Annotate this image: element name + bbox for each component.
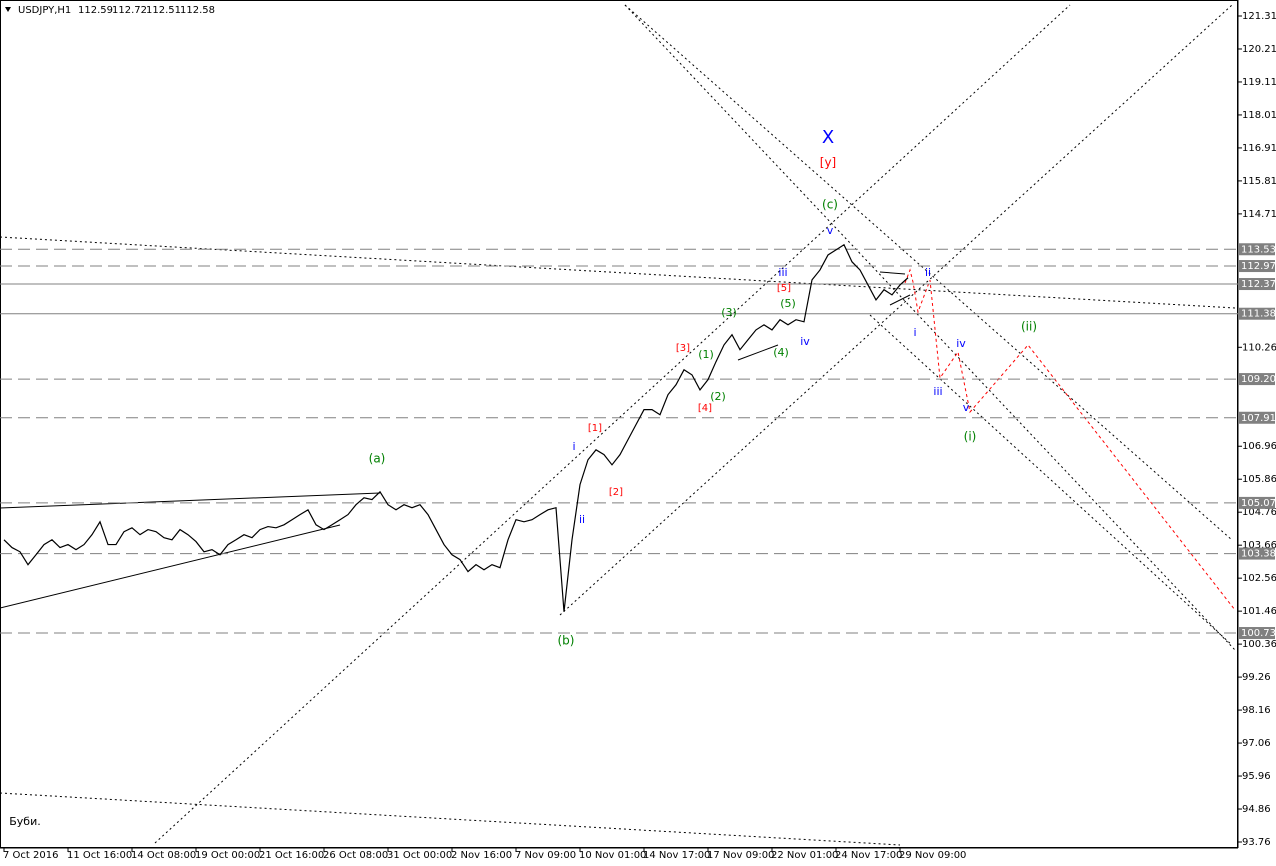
y-tick-label: 102.56 [1242,573,1276,584]
wave-label: [4] [698,403,712,414]
level-label-box [1239,496,1275,509]
level-label: 111.38 [1241,309,1276,320]
x-tick-label: 7 Oct 2016 [3,850,58,861]
y-tick-label: 101.46 [1242,606,1276,617]
y-tick-label: 106.96 [1242,441,1276,452]
wave-label: v [963,401,970,414]
level-label: 100.73 [1241,628,1276,639]
projection [904,268,1236,611]
wave-label: v [827,224,834,237]
wave-label: ii [579,513,585,526]
wave-label: i [913,326,916,339]
level-label: 112.37 [1241,279,1276,290]
ohlc-value: 112.59 [78,5,113,16]
title-arrow [5,7,11,12]
y-tick-label: 104.76 [1242,507,1276,518]
wave-label: iv [800,335,810,348]
level-label-box [1239,260,1275,273]
y-tick-label: 103.66 [1242,540,1276,551]
level-label-box [1239,307,1275,320]
y-tick-label: 118.01 [1242,110,1276,121]
y-tick-label: 114.71 [1242,209,1276,220]
y-tick-label: 120.21 [1242,44,1276,55]
wave-label: ii [925,266,931,279]
wave-label: (i) [964,430,977,444]
level-label-box [1239,278,1275,291]
ohlc-value: 112.58 [180,5,215,16]
level-label-box [1239,547,1275,560]
ohlc-value: 112.72 [112,5,147,16]
level-label: 109.20 [1241,374,1276,385]
x-tick-label: 21 Oct 16:00 [259,850,324,861]
wave-label: [2] [609,487,623,498]
x-tick-label: 7 Nov 09:00 [515,850,576,861]
chart-title: USDJPY,H1 [18,5,71,16]
level-label: 113.53 [1241,244,1276,255]
y-tick-label: 94.86 [1242,804,1271,815]
y-tick-label: 115.81 [1242,176,1276,187]
wave-label: (b) [558,634,575,648]
y-tick-label: 95.96 [1242,771,1271,782]
y-tick-label: 93.76 [1242,837,1271,848]
wave-label: iii [778,266,787,279]
y-tick-label: 99.26 [1242,672,1271,683]
wave-label: (5) [780,297,796,310]
wave-label: (c) [822,198,838,212]
x-tick-label: 29 Nov 09:00 [899,850,966,861]
level-label-box [1239,411,1275,424]
x-tick-label: 2 Nov 16:00 [451,850,512,861]
y-tick-label: 121.31 [1242,11,1276,22]
wave-label: (3) [721,306,737,319]
y-tick-label: 97.06 [1242,738,1271,749]
x-tick-label: 24 Nov 17:00 [835,850,902,861]
y-tick-label: 116.91 [1242,143,1276,154]
level-label: 105.07 [1241,498,1276,509]
x-tick-label: 19 Oct 00:00 [195,850,260,861]
x-tick-label: 10 Nov 01:00 [579,850,646,861]
wave-label: Буби. [9,815,41,828]
wave-label: iv [956,337,966,350]
level-label-box [1239,627,1275,640]
y-tick-label: 98.16 [1242,705,1271,716]
wave-label: [y] [820,156,836,170]
wave-label: i [572,440,575,453]
wave-label: [3] [676,343,690,354]
y-tick-label: 105.86 [1242,474,1276,485]
price-line [3,243,909,612]
level-label-box [1239,243,1275,256]
level-label-box [1239,373,1275,386]
wave-label: (ii) [1021,320,1037,334]
ohlc-value: 112.51 [146,5,181,16]
x-tick-label: 31 Oct 00:00 [387,850,452,861]
wave-label: iii [933,385,942,398]
plot-frame [0,0,1238,848]
x-tick-label: 11 Oct 16:00 [67,850,132,861]
x-tick-label: 14 Oct 08:00 [131,850,196,861]
wave-label: (a) [369,452,386,466]
level-label: 112.97 [1241,261,1276,272]
wave-label: [5] [777,283,791,294]
wave-label: X [822,127,834,148]
x-tick-label: 22 Nov 01:00 [771,850,838,861]
wave-label: [1] [588,423,602,434]
level-label: 107.91 [1241,413,1276,424]
x-tick-label: 17 Nov 09:00 [707,850,774,861]
x-tick-label: 26 Oct 08:00 [323,850,388,861]
y-tick-label: 100.36 [1242,639,1276,650]
wave-label: (2) [710,390,726,403]
x-tick-label: 14 Nov 17:00 [643,850,710,861]
level-label: 103.38 [1241,549,1276,560]
wave-label: (4) [773,346,789,359]
y-tick-label: 110.26 [1242,342,1276,353]
trend-lines [0,271,911,609]
y-tick-label: 119.11 [1242,77,1276,88]
wave-label: (1) [698,348,714,361]
